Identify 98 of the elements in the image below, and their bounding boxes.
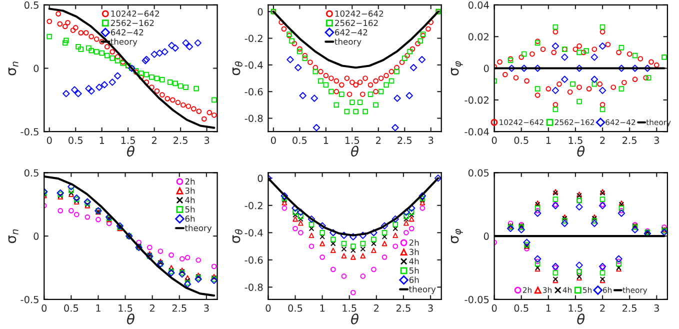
y-tick-label: 0.5 <box>24 169 38 177</box>
x-tick-label: 1 <box>546 304 551 312</box>
y-tick-label: -0.4 <box>244 61 263 69</box>
y-tick-label: 0 <box>34 64 39 72</box>
legend-label: 642−42 <box>110 29 144 36</box>
legend-label: theory <box>184 224 212 233</box>
x-tick-label: 2.5 <box>172 304 186 312</box>
x-tick-label: 0.5 <box>514 136 528 144</box>
x-tick-label: 3 <box>654 136 659 144</box>
x-axis-title: θ <box>127 146 134 157</box>
legend-label: 5h <box>185 206 195 213</box>
x-tick-label: 3 <box>428 304 433 312</box>
y-tick-label: -0.4 <box>244 229 263 236</box>
y-axis-title: σ$_{φ}$ <box>450 228 463 244</box>
y-tick-label: -0.05 <box>464 296 489 304</box>
y-axis-title: σ$_{φ}$ <box>450 61 463 76</box>
x-tick-label: 1.5 <box>342 304 356 312</box>
legend-label: theory <box>409 286 436 294</box>
y-tick-label: -0.2 <box>244 34 262 42</box>
legend-label: 4h <box>409 258 419 264</box>
x-tick-label: 1.5 <box>568 136 582 144</box>
x-tick-label: 2 <box>150 304 154 312</box>
x-tick-label: 2 <box>600 136 605 144</box>
x-tick-label: 1 <box>324 136 328 144</box>
x-tick-label: 3 <box>204 136 210 144</box>
x-tick-label: 2 <box>152 136 156 144</box>
legend-label: 2h <box>185 178 195 184</box>
x-tick-label: 2.5 <box>398 136 412 144</box>
x-tick-label: 2 <box>600 304 605 312</box>
x-tick-label: 3 <box>204 304 209 312</box>
legend-label: 2h <box>409 239 419 246</box>
x-tick-label: 0.5 <box>288 304 302 312</box>
x-tick-label: 1.5 <box>118 304 132 312</box>
x-tick-label: 2 <box>376 136 381 144</box>
y-axis-title: σ$_{θ}$ <box>232 61 242 76</box>
y-tick-label: 0.04 <box>468 1 489 9</box>
y-axis-title: σ$_{n}$ <box>8 229 18 244</box>
x-tick-label: 3 <box>654 304 659 312</box>
legend-label: 3h <box>185 187 195 194</box>
y-tick-label: 0.02 <box>468 33 488 40</box>
x-tick-label: 1 <box>546 136 551 144</box>
legend-label: 10242−642 <box>335 10 384 17</box>
x-tick-label: 0.5 <box>68 136 82 144</box>
legend-label: 642−42 <box>335 29 368 36</box>
y-tick-label: 0 <box>34 232 39 240</box>
y-tick-label: -0.8 <box>244 114 263 122</box>
legend-label: 4h <box>185 196 195 204</box>
x-tick-label: 0.5 <box>292 136 307 144</box>
x-axis-title: θ <box>351 314 358 324</box>
legend-label: 2562−162 <box>110 20 154 26</box>
y-tick-label: -0.04 <box>464 128 489 136</box>
y-tick-label: -0.5 <box>20 128 38 136</box>
y-tick-label: -0.6 <box>244 88 263 96</box>
y-tick-label: 0 <box>258 174 263 182</box>
x-tick-label: 1.5 <box>345 136 360 144</box>
legend-label: theory <box>110 38 138 46</box>
y-tick-label: -0.5 <box>20 296 38 304</box>
y-tick-label: 0 <box>258 8 263 16</box>
y-tick-label: 0 <box>484 232 489 240</box>
y-tick-label: 0.5 <box>24 1 38 9</box>
y-tick-label: -0.6 <box>244 256 263 264</box>
x-tick-label: 0.5 <box>514 304 528 312</box>
x-tick-label: 0 <box>266 304 271 312</box>
y-tick-label: 0 <box>484 64 489 72</box>
x-axis-title: θ <box>577 146 585 157</box>
x-tick-label: 0 <box>492 136 497 144</box>
x-tick-label: 1 <box>320 304 325 312</box>
legend-label: 2562−162 <box>335 20 378 26</box>
x-tick-label: 2 <box>374 304 379 312</box>
y-tick-label: 0.05 <box>468 169 489 177</box>
y-tick-label: -0.02 <box>464 96 488 104</box>
y-axis-title: σ$_{n}$ <box>8 62 18 76</box>
x-tick-label: 0 <box>271 136 276 144</box>
legend-label: 5h <box>409 267 419 274</box>
y-tick-label: -0.2 <box>244 202 262 210</box>
x-tick-label: 0 <box>46 136 52 144</box>
x-tick-label: 1 <box>96 304 100 312</box>
legend-label: 6h <box>409 276 419 284</box>
legend-label: theory <box>334 38 362 46</box>
legend-label: 3h <box>409 248 419 256</box>
x-tick-label: 2.5 <box>396 304 410 312</box>
x-tick-label: 0 <box>492 304 497 312</box>
legend-label: 6h <box>185 215 195 222</box>
x-tick-label: 0.5 <box>64 304 78 312</box>
y-axis-title: σ$_{θ}$ <box>232 229 242 243</box>
legend-label: 10242−642 <box>111 10 159 17</box>
x-tick-label: 2.5 <box>622 136 636 144</box>
x-tick-label: 1 <box>100 136 104 144</box>
x-tick-label: 1.5 <box>121 136 135 144</box>
y-tick-label: -0.8 <box>244 284 263 291</box>
x-tick-label: 2.5 <box>622 304 636 312</box>
x-tick-label: 2.5 <box>174 136 188 144</box>
x-tick-label: 3 <box>428 136 434 144</box>
x-axis-title: θ <box>127 314 134 324</box>
x-tick-label: 1.5 <box>568 304 582 312</box>
x-tick-label: 0 <box>42 304 47 312</box>
x-axis-title: θ <box>351 146 358 157</box>
x-axis-title: θ <box>577 314 585 324</box>
